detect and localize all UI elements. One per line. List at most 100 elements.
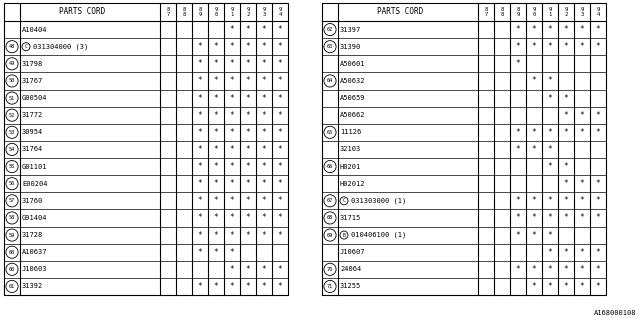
- Text: *: *: [580, 128, 584, 137]
- Text: 65: 65: [327, 130, 333, 135]
- Text: *: *: [230, 282, 234, 291]
- Text: *: *: [230, 145, 234, 154]
- Text: *: *: [278, 265, 282, 274]
- Text: *: *: [198, 93, 202, 103]
- Text: 8
9: 8 9: [516, 7, 520, 17]
- Text: *: *: [278, 231, 282, 240]
- Text: *: *: [214, 145, 218, 154]
- Text: *: *: [516, 25, 520, 34]
- Text: *: *: [532, 128, 536, 137]
- Text: PARTS CORD: PARTS CORD: [377, 7, 423, 17]
- Text: *: *: [230, 179, 234, 188]
- Text: *: *: [262, 213, 266, 222]
- Text: 63: 63: [327, 44, 333, 49]
- Text: *: *: [262, 265, 266, 274]
- Text: *: *: [596, 248, 600, 257]
- Text: 010406100 (1): 010406100 (1): [351, 232, 406, 238]
- Text: *: *: [230, 42, 234, 51]
- Text: 69: 69: [327, 233, 333, 237]
- Text: *: *: [198, 248, 202, 257]
- Text: 31392: 31392: [22, 284, 44, 289]
- Text: *: *: [246, 196, 250, 205]
- Text: *: *: [246, 162, 250, 171]
- Text: *: *: [198, 282, 202, 291]
- Text: 9
1: 9 1: [548, 7, 552, 17]
- Bar: [322, 3, 606, 295]
- Text: *: *: [564, 111, 568, 120]
- Text: *: *: [262, 25, 266, 34]
- Text: 8
7: 8 7: [166, 7, 170, 17]
- Text: G91404: G91404: [22, 215, 47, 221]
- Text: *: *: [516, 231, 520, 240]
- Text: *: *: [198, 213, 202, 222]
- Text: *: *: [532, 42, 536, 51]
- Text: *: *: [198, 59, 202, 68]
- Text: 70: 70: [327, 267, 333, 272]
- Text: *: *: [564, 128, 568, 137]
- Text: A168000108: A168000108: [593, 310, 636, 316]
- Text: *: *: [278, 76, 282, 85]
- Text: 31767: 31767: [22, 78, 44, 84]
- Text: *: *: [230, 231, 234, 240]
- Text: *: *: [278, 42, 282, 51]
- Text: 71: 71: [327, 284, 333, 289]
- Text: 31390: 31390: [340, 44, 361, 50]
- Text: 31715: 31715: [340, 215, 361, 221]
- Text: J10603: J10603: [22, 266, 47, 272]
- Text: 031303000 (1): 031303000 (1): [351, 197, 406, 204]
- Text: *: *: [596, 25, 600, 34]
- Text: *: *: [580, 179, 584, 188]
- Text: *: *: [548, 196, 552, 205]
- Text: 61: 61: [9, 284, 15, 289]
- Text: *: *: [596, 196, 600, 205]
- Text: *: *: [246, 231, 250, 240]
- Text: *: *: [198, 231, 202, 240]
- Text: *: *: [278, 93, 282, 103]
- Text: *: *: [564, 282, 568, 291]
- Text: 9
4: 9 4: [596, 7, 600, 17]
- Text: *: *: [532, 265, 536, 274]
- Text: *: *: [198, 145, 202, 154]
- Text: 11126: 11126: [340, 129, 361, 135]
- Text: *: *: [214, 93, 218, 103]
- Text: *: *: [548, 76, 552, 85]
- Text: 31728: 31728: [22, 232, 44, 238]
- Text: A50632: A50632: [340, 78, 365, 84]
- Text: *: *: [262, 128, 266, 137]
- Text: 59: 59: [9, 233, 15, 237]
- Text: *: *: [596, 42, 600, 51]
- Text: 8
7: 8 7: [484, 7, 488, 17]
- Text: A50662: A50662: [340, 112, 365, 118]
- Text: *: *: [262, 111, 266, 120]
- Text: 31760: 31760: [22, 198, 44, 204]
- Text: *: *: [262, 179, 266, 188]
- Text: *: *: [262, 282, 266, 291]
- Text: *: *: [564, 213, 568, 222]
- Text: B: B: [342, 233, 346, 237]
- Text: *: *: [548, 128, 552, 137]
- Bar: [4, 3, 288, 295]
- Text: *: *: [548, 162, 552, 171]
- Text: *: *: [548, 145, 552, 154]
- Text: *: *: [246, 179, 250, 188]
- Text: *: *: [532, 282, 536, 291]
- Text: *: *: [516, 145, 520, 154]
- Text: *: *: [278, 282, 282, 291]
- Text: 58: 58: [9, 215, 15, 220]
- Text: *: *: [230, 196, 234, 205]
- Text: *: *: [580, 213, 584, 222]
- Text: 9
2: 9 2: [246, 7, 250, 17]
- Text: *: *: [262, 59, 266, 68]
- Text: 31798: 31798: [22, 61, 44, 67]
- Text: *: *: [548, 93, 552, 103]
- Text: 52: 52: [9, 113, 15, 118]
- Text: *: *: [548, 248, 552, 257]
- Text: *: *: [596, 111, 600, 120]
- Text: *: *: [532, 25, 536, 34]
- Text: *: *: [198, 196, 202, 205]
- Text: PARTS CORD: PARTS CORD: [59, 7, 105, 17]
- Text: *: *: [532, 213, 536, 222]
- Text: *: *: [262, 42, 266, 51]
- Text: 56: 56: [9, 181, 15, 186]
- Text: *: *: [596, 265, 600, 274]
